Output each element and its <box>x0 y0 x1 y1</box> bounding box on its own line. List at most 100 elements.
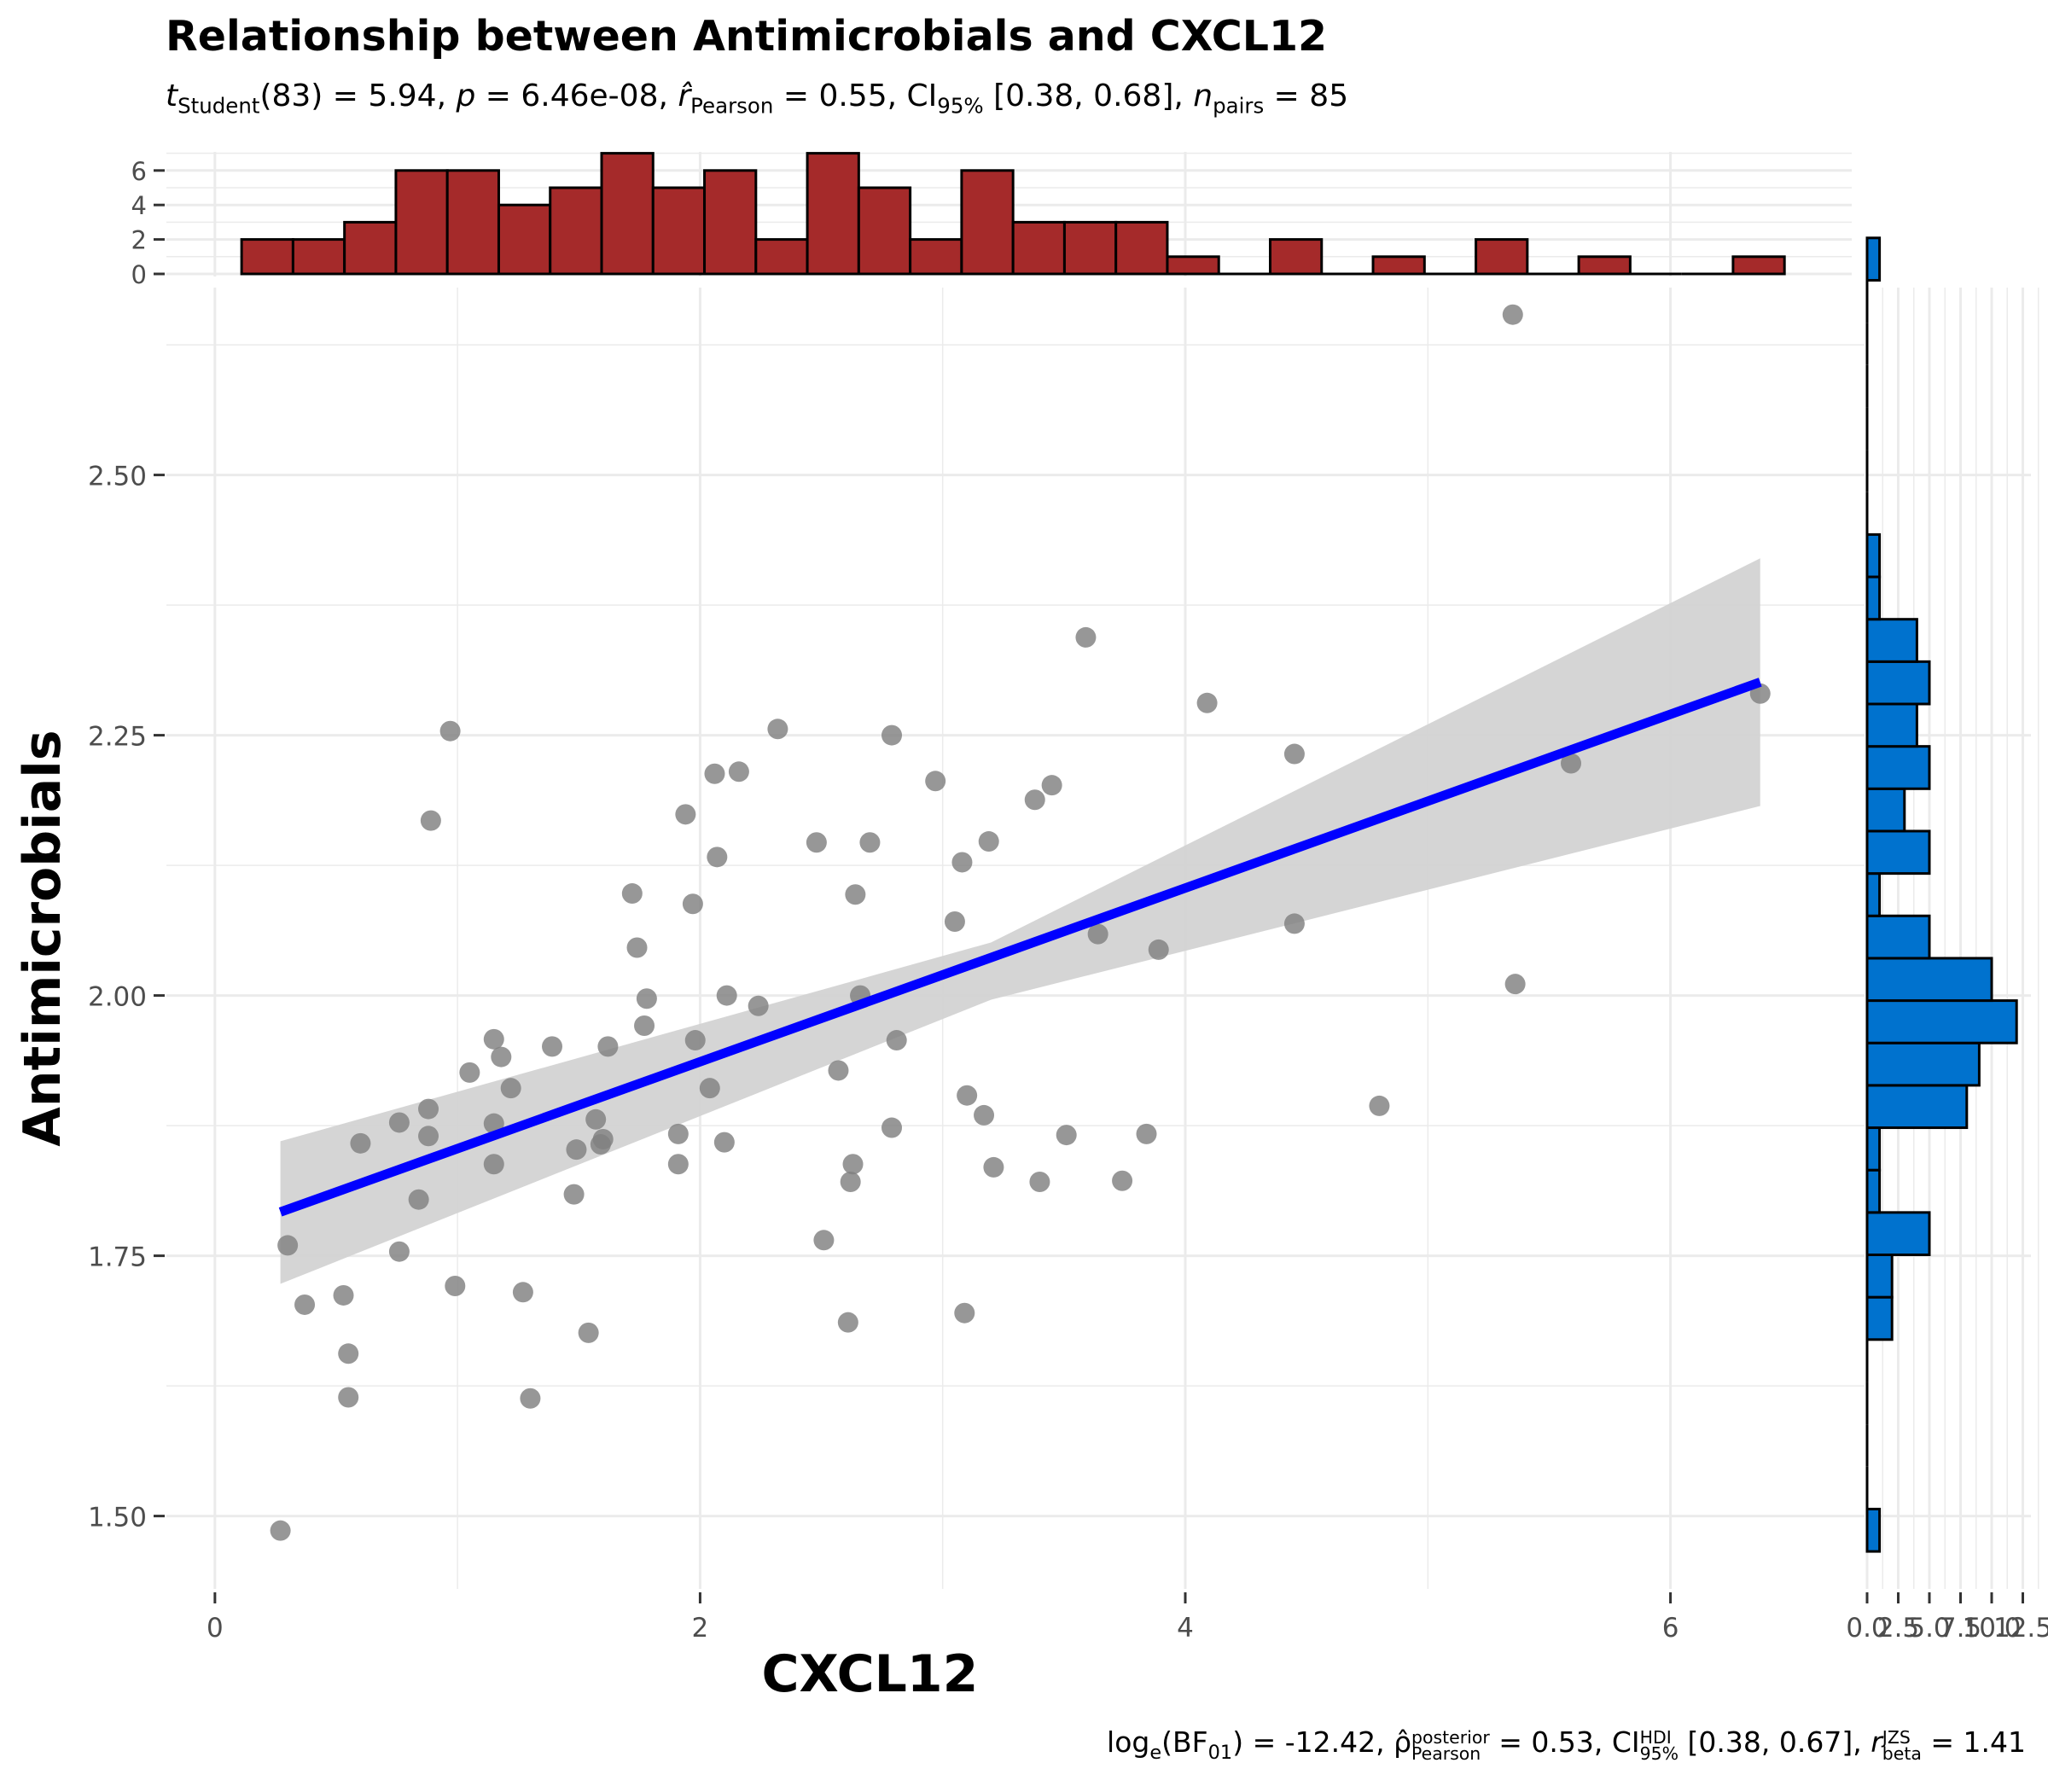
data-point <box>837 1312 858 1333</box>
top-hist-bar <box>497 203 552 276</box>
data-point <box>542 1036 563 1057</box>
data-point <box>597 1036 619 1057</box>
side-hist-bar <box>1865 957 1993 1003</box>
top-hist-bar <box>703 169 758 276</box>
data-point <box>350 1132 371 1154</box>
top-hist-bar <box>1475 238 1529 276</box>
side-hist-bar <box>1865 1254 1894 1299</box>
x-axis-title: CXCL12 <box>761 1644 978 1704</box>
scatter-points <box>270 304 1771 1541</box>
t-symbol: t <box>166 79 178 113</box>
main-grid <box>166 288 1865 1589</box>
data-point <box>1148 939 1169 960</box>
data-point <box>1283 913 1305 934</box>
r-subscript: Pearson <box>690 93 774 119</box>
data-point <box>491 1046 512 1068</box>
chart-title: Relationship between Antimicrobials and … <box>166 12 1328 61</box>
top-hist-bar <box>549 186 603 276</box>
bf-open: (BF <box>1161 1725 1208 1759</box>
top-hist-bar <box>394 169 449 276</box>
data-point <box>563 1184 585 1205</box>
side-hist-bar <box>1865 1041 1981 1087</box>
top-hist-bar <box>600 152 655 276</box>
ci-value: [0.38, 0.68], <box>983 79 1194 113</box>
top-hist-bar <box>1269 238 1324 276</box>
side-hist-tick-label: 2.5 <box>1877 1613 1919 1644</box>
confidence-band <box>280 558 1760 1284</box>
top-hist-bar <box>960 169 1015 276</box>
data-point <box>728 761 749 783</box>
top-hist-bar <box>1062 220 1118 276</box>
side-hist-bar <box>1865 1168 1882 1214</box>
data-point <box>294 1294 316 1315</box>
top-hist-bar <box>1114 220 1169 276</box>
chart-subtitle: tStudent(83) = 5.94, p = 6.46e-08, r̂Pea… <box>166 79 1348 119</box>
data-point <box>483 1028 504 1050</box>
side-hist-bar <box>1865 618 1918 663</box>
r-beta-superscript: JZS <box>1882 1726 1911 1748</box>
side-hist-bar <box>1865 575 1882 621</box>
data-point <box>767 719 788 740</box>
data-point <box>585 1108 607 1130</box>
data-point <box>520 1388 541 1409</box>
ci-scripts: HDI 95% <box>1640 1728 1679 1762</box>
ci-bayes-value: [0.38, 0.67], <box>1679 1725 1871 1759</box>
top-hist-bar <box>1731 255 1786 276</box>
data-point <box>707 847 728 868</box>
top-hist-bar <box>1371 255 1426 276</box>
data-point <box>944 911 965 932</box>
rho-subscript: Pearson <box>1411 1743 1481 1765</box>
top-hist-tick-label: 2 <box>131 226 147 255</box>
data-point <box>859 832 881 853</box>
y-tick-label: 1.75 <box>88 1242 147 1273</box>
y-axis-title: Antimicrobials <box>13 730 73 1146</box>
n-subscript: pairs <box>1213 93 1265 119</box>
side-hist-tick-label: 12.5 <box>1993 1613 2048 1644</box>
data-point <box>333 1284 354 1306</box>
top-hist-bar <box>1011 220 1066 276</box>
data-point <box>828 1060 849 1081</box>
data-point <box>500 1078 521 1099</box>
data-point <box>445 1275 466 1296</box>
side-hist-bar <box>1865 872 1882 917</box>
side-hist-bar <box>1865 1295 1894 1341</box>
regression-line <box>278 678 1762 1217</box>
data-point <box>418 1098 439 1120</box>
data-point <box>512 1282 533 1303</box>
data-point <box>1136 1123 1157 1144</box>
side-hist-bar <box>1865 787 1906 833</box>
data-point <box>978 831 999 852</box>
side-hist-tick-label: 10.0 <box>1962 1613 2021 1644</box>
data-point <box>566 1139 587 1161</box>
ci-subscript: 95% <box>937 93 984 119</box>
data-point <box>704 763 725 784</box>
data-point <box>713 1132 735 1153</box>
side-hist-bar <box>1865 1084 1969 1130</box>
data-point <box>842 1154 864 1175</box>
data-point <box>1196 692 1218 713</box>
top-hist-bar <box>343 220 398 276</box>
bf-subscript: 01 <box>1207 1741 1233 1764</box>
data-point <box>388 1112 410 1133</box>
side-hist-tick-label: 7.5 <box>1940 1613 1981 1644</box>
top-hist-bar <box>651 186 707 276</box>
top-hist-bar <box>240 238 294 276</box>
data-point <box>925 771 946 792</box>
top-hist-bar <box>857 186 912 276</box>
data-point <box>1283 743 1305 765</box>
data-point <box>974 1104 995 1126</box>
data-point <box>1561 753 1582 774</box>
x-tick-label: 0 <box>207 1613 224 1644</box>
side-hist-bar <box>1865 999 2018 1044</box>
data-point <box>954 1302 975 1324</box>
top-hist-tick-label: 6 <box>131 157 147 186</box>
bf-value: ) = -12.42, <box>1232 1725 1394 1759</box>
side-histogram: 0.02.55.07.510.012.5 <box>1846 236 2048 1644</box>
data-point <box>1024 789 1045 811</box>
data-point <box>439 720 461 742</box>
data-point <box>667 1154 689 1175</box>
data-point <box>881 1117 903 1138</box>
top-hist-tick-label: 0 <box>131 260 147 289</box>
data-point <box>592 1128 614 1149</box>
